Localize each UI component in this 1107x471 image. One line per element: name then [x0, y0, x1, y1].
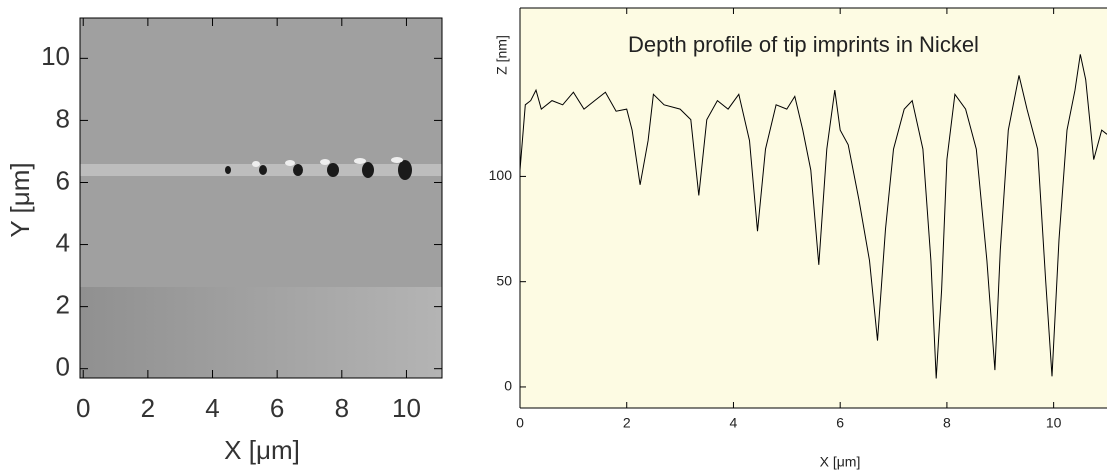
- x-tick-label: 8: [335, 393, 349, 423]
- x-axis-label: X [μm]: [820, 454, 861, 470]
- imprint-rim: [354, 158, 366, 164]
- image-region: [80, 287, 442, 378]
- imprint: [362, 162, 374, 178]
- imprint: [259, 165, 267, 175]
- x-tick-label: 0: [76, 393, 90, 423]
- x-tick-label: 8: [943, 415, 951, 431]
- y-tick-label: 100: [489, 167, 513, 183]
- imprint: [327, 163, 339, 177]
- x-tick-label: 0: [516, 415, 524, 431]
- x-tick-label: 6: [270, 393, 284, 423]
- x-tick-label: 4: [730, 415, 738, 431]
- y-tick-label: 4: [56, 227, 70, 257]
- x-tick-label: 10: [392, 393, 421, 423]
- profile-line: [519, 54, 1107, 379]
- imprint: [293, 164, 303, 176]
- imprint-rims: [252, 157, 403, 167]
- x-axis-label: X [μm]: [224, 435, 300, 465]
- y-tick-label: 2: [56, 289, 70, 319]
- x-tick-label: 2: [141, 393, 155, 423]
- x-tick-label: 10: [1046, 415, 1062, 431]
- y-tick-label: 50: [496, 272, 512, 288]
- y-axis-label: Y [μm]: [5, 162, 35, 237]
- y-tick-label: 6: [56, 165, 70, 195]
- plot-frame: [79, 17, 443, 379]
- y-axis-label: Z [nm]: [494, 35, 510, 75]
- y-tick-label: 10: [41, 41, 70, 71]
- imprint-rim: [285, 160, 295, 166]
- imprint-rim: [391, 157, 403, 163]
- y-tick-label: 0: [504, 378, 512, 394]
- imprint: [398, 160, 412, 180]
- x-tick-label: 4: [205, 393, 219, 423]
- imprints: [225, 160, 412, 180]
- x-tick-label: 2: [623, 415, 631, 431]
- afm-image: [80, 18, 442, 378]
- y-tick-label: 8: [56, 103, 70, 133]
- imprint-rim: [320, 159, 330, 165]
- chart-title: Depth profile of tip imprints in Nickel: [628, 32, 979, 57]
- y-tick-label: 0: [56, 352, 70, 382]
- x-tick-label: 6: [836, 415, 844, 431]
- imprint: [225, 166, 231, 174]
- imprint-rim: [252, 161, 260, 167]
